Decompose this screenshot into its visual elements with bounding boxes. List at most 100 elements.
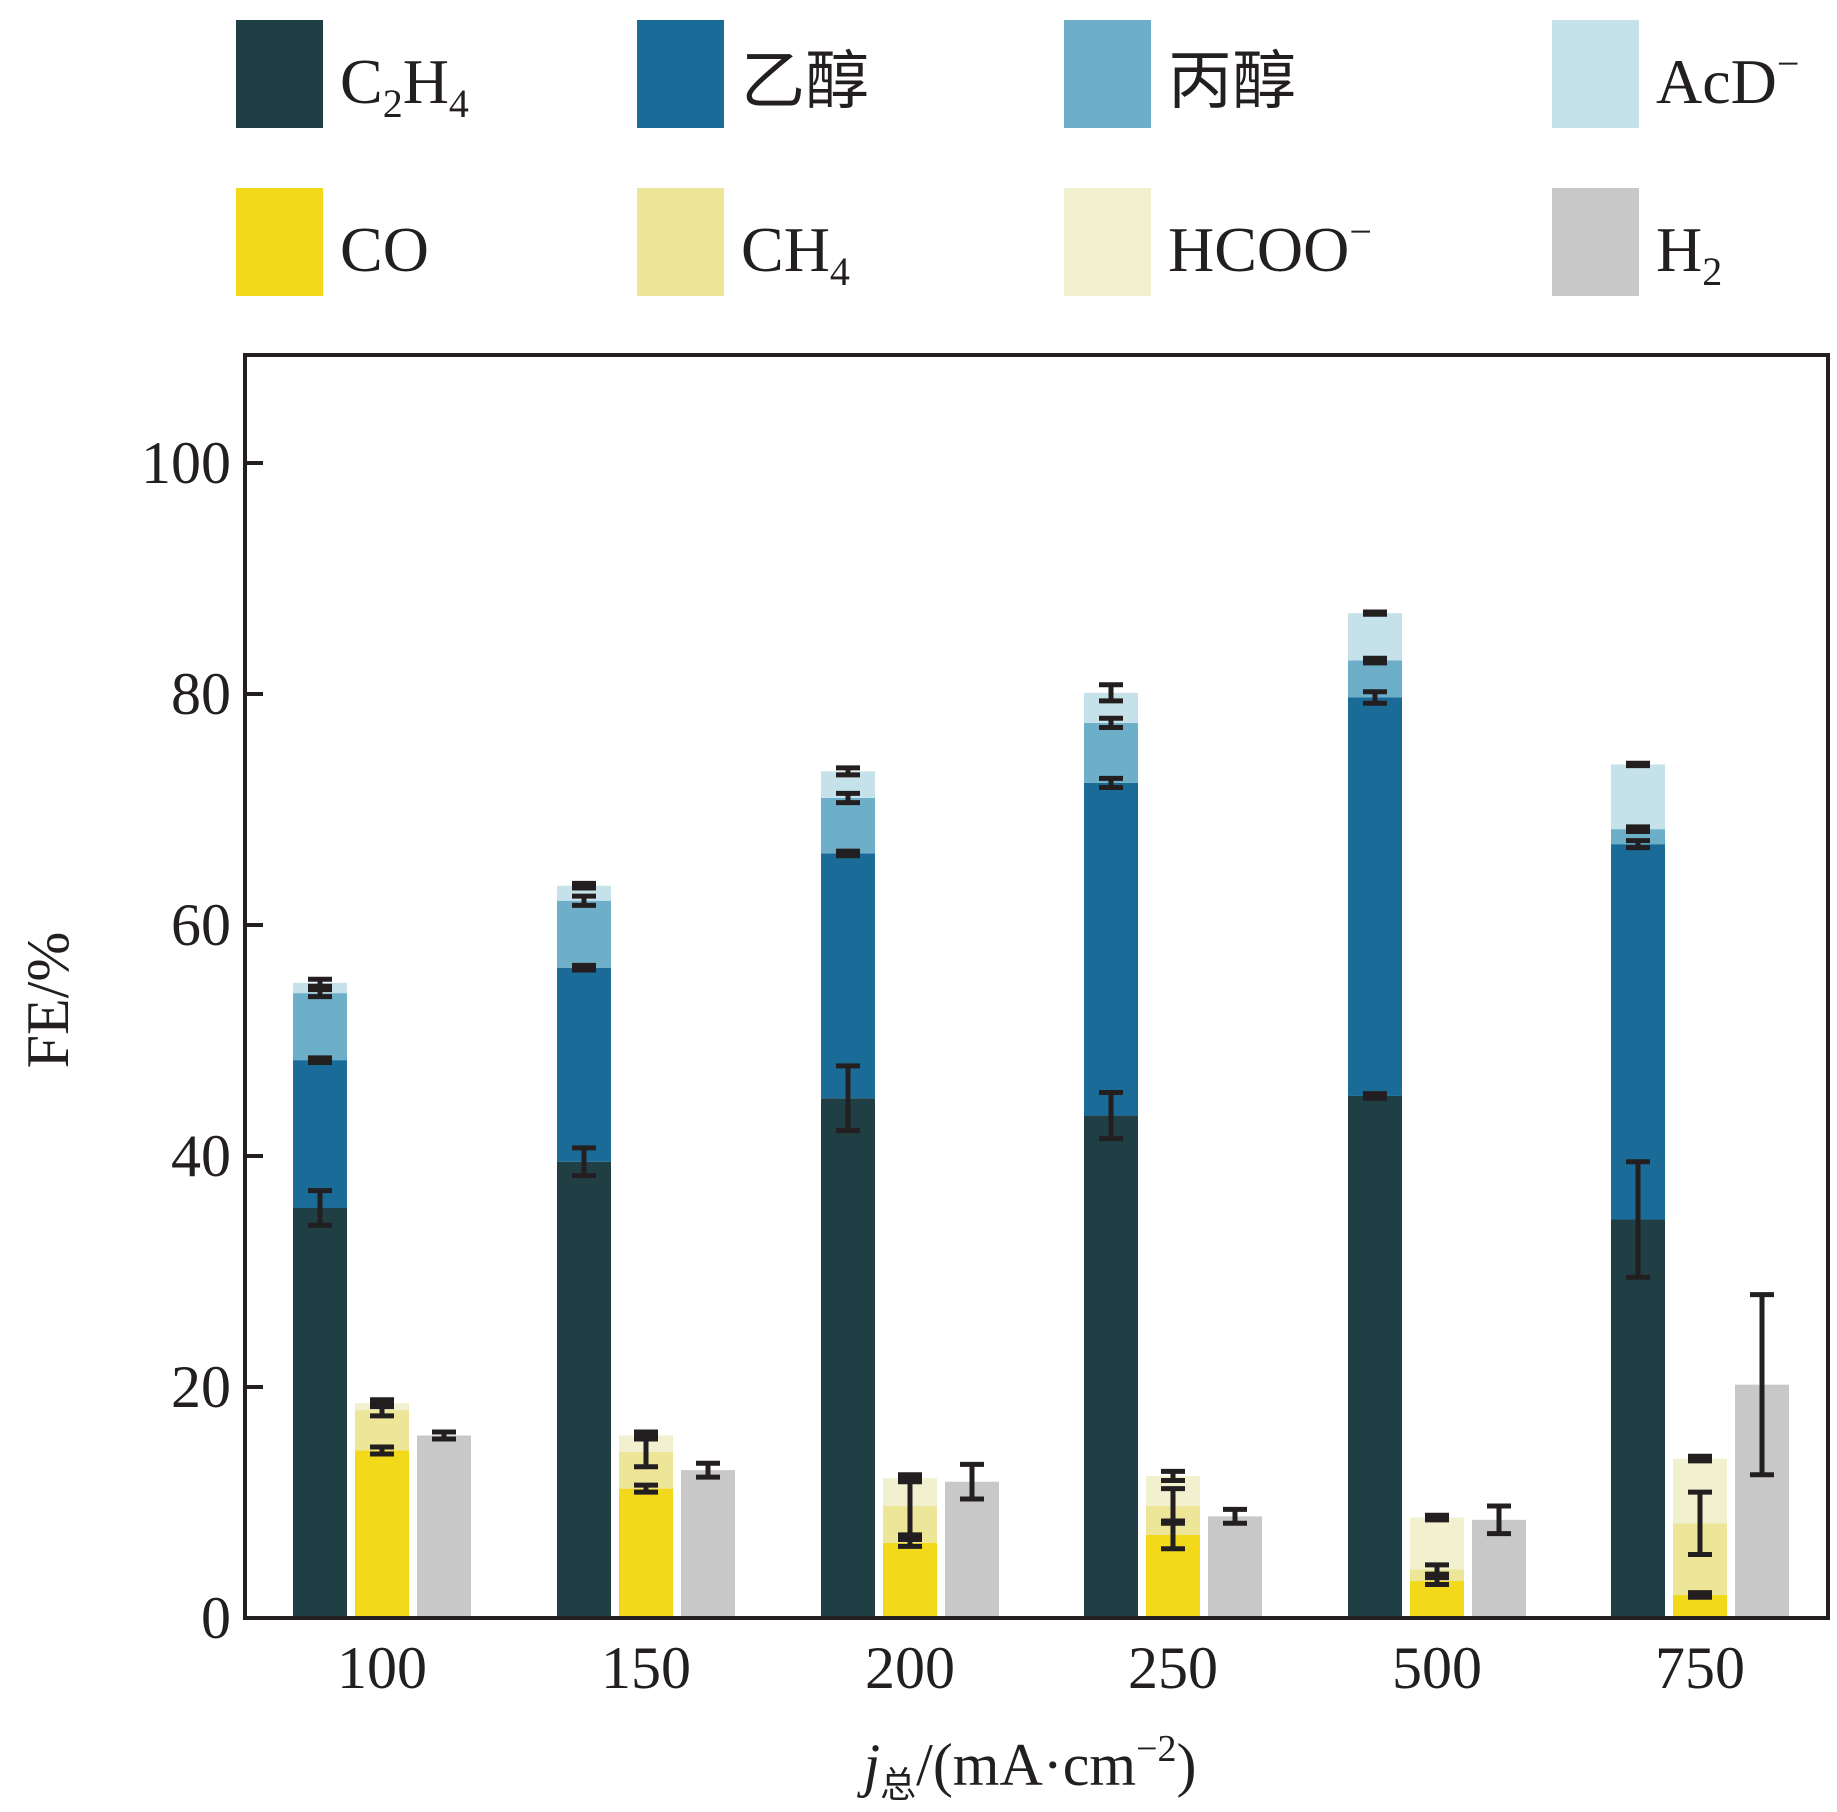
bar-propanol-200: [821, 797, 875, 854]
error-bar-co-200: [898, 1536, 922, 1549]
legend-label-h2: H2: [1656, 214, 1722, 294]
error-bar-hcoo-150: [634, 1429, 658, 1442]
error-bar-acd-100: [308, 976, 332, 989]
y-tick-label-60: 60: [171, 892, 231, 958]
error-bar-c2h4-250: [1099, 1089, 1123, 1142]
bar-co-100: [355, 1450, 409, 1618]
error-bar-co-150: [634, 1482, 658, 1495]
legend-label-ethanol: 乙醇: [741, 46, 869, 117]
legend-swatch-h2: [1552, 188, 1639, 296]
error-bar-co-100: [370, 1444, 394, 1457]
bar-co-200: [883, 1542, 937, 1618]
bar-hcoo-500: [1410, 1517, 1464, 1570]
error-bar-propanol-250: [1099, 715, 1123, 730]
error-bar-hcoo-100: [370, 1397, 394, 1410]
bar-h2-100: [417, 1435, 471, 1618]
legend-swatch-acd: [1552, 20, 1639, 128]
bar-propanol-100: [293, 993, 347, 1061]
y-axis: 0 20 40 60 80 100: [141, 430, 263, 1651]
error-bar-propanol-150: [572, 893, 596, 908]
legend-label-acd: AcD−: [1656, 41, 1799, 117]
error-bar-ethanol-200: [836, 848, 860, 859]
x-tick-label-250: 250: [1128, 1635, 1218, 1701]
bar-ethanol-100: [293, 1060, 347, 1208]
error-bar-c2h4-200: [836, 1063, 860, 1134]
x-tick-label-100: 100: [337, 1635, 427, 1701]
error-bar-hcoo-500: [1425, 1512, 1449, 1523]
bar-ethanol-750: [1611, 844, 1665, 1220]
y-tick-label-80: 80: [171, 661, 231, 727]
error-bar-acd-500: [1363, 609, 1387, 617]
bar-propanol-250: [1084, 722, 1138, 783]
x-axis-title-sub: 总: [880, 1765, 916, 1805]
error-bar-ethanol-750: [1626, 838, 1650, 851]
bar-c2h4-250: [1084, 1115, 1138, 1618]
bar-acd-150: [557, 885, 611, 901]
bar-ethanol-150: [557, 967, 611, 1162]
error-bar-c2h4-750: [1626, 1159, 1650, 1280]
error-bar-h2-100: [432, 1429, 456, 1442]
bar-ethanol-200: [821, 853, 875, 1099]
bar-h2-250: [1208, 1516, 1262, 1618]
legend-label-ch4: CH4: [741, 214, 850, 294]
error-bar-ethanol-150: [572, 962, 596, 973]
legend-swatch-ch4: [637, 188, 724, 296]
error-bar-acd-250: [1099, 682, 1123, 704]
bar-c2h4-200: [821, 1098, 875, 1618]
y-axis-title: FE/%: [15, 932, 81, 1069]
y-tick-label-40: 40: [171, 1123, 231, 1189]
error-bar-acd-750: [1626, 760, 1650, 769]
x-axis-title: j总/(mA·cm−2): [856, 1728, 1196, 1805]
bar-ethanol-250: [1084, 782, 1138, 1116]
bar-acd-500: [1348, 613, 1402, 661]
x-tick-label-200: 200: [865, 1635, 955, 1701]
bar-c2h4-100: [293, 1207, 347, 1618]
bars: [293, 613, 1789, 1618]
error-bar-ethanol-500: [1363, 689, 1387, 706]
error-bar-ethanol-250: [1099, 775, 1123, 791]
x-axis-title-main: j: [856, 1732, 880, 1798]
error-bar-h2-500: [1487, 1503, 1511, 1537]
error-bar-ch4-250: [1161, 1486, 1185, 1526]
legend: C2H4 乙醇 丙醇 AcD− CO CH4 HCOO− H2: [236, 20, 1799, 296]
legend-label-co: CO: [340, 214, 429, 285]
error-bar-propanol-200: [836, 790, 860, 806]
error-bar-co-750: [1688, 1590, 1712, 1600]
error-bar-ethanol-100: [308, 1055, 332, 1065]
error-bar-acd-150: [572, 880, 596, 891]
x-axis-title-suffix: ): [1177, 1732, 1197, 1798]
legend-swatch-hcoo: [1064, 188, 1151, 296]
legend-swatch-co: [236, 188, 323, 296]
legend-label-propanol: 丙醇: [1168, 46, 1296, 117]
error-bar-h2-200: [960, 1461, 984, 1502]
legend-swatch-ethanol: [637, 20, 724, 128]
x-axis-title-unit: /(mA·cm: [916, 1732, 1136, 1798]
bar-c2h4-500: [1348, 1095, 1402, 1618]
error-bar-h2-750: [1750, 1292, 1774, 1478]
error-bar-propanol-750: [1626, 824, 1650, 834]
bar-h2-150: [681, 1470, 735, 1618]
error-bar-co-500: [1425, 1575, 1449, 1588]
x-tick-label-500: 500: [1392, 1635, 1482, 1701]
y-tick-label-100: 100: [141, 430, 231, 496]
legend-label-c2h4: C2H4: [340, 46, 469, 126]
error-bar-c2h4-500: [1363, 1091, 1387, 1101]
x-axis-title-sup: −2: [1136, 1728, 1176, 1770]
error-bar-propanol-100: [308, 987, 332, 1000]
error-bar-c2h4-150: [572, 1145, 596, 1179]
plot-frame: [243, 353, 1830, 1620]
error-bar-propanol-500: [1363, 655, 1387, 666]
bar-c2h4-150: [557, 1161, 611, 1618]
error-bars: [308, 609, 1774, 1600]
bar-co-500: [1410, 1581, 1464, 1618]
legend-label-hcoo: HCOO−: [1168, 209, 1372, 285]
y-tick-label-0: 0: [201, 1585, 231, 1651]
bar-c2h4-750: [1611, 1219, 1665, 1618]
bar-propanol-750: [1611, 829, 1665, 845]
error-bar-h2-250: [1223, 1506, 1247, 1526]
bar-acd-750: [1611, 764, 1665, 830]
bar-ethanol-500: [1348, 697, 1402, 1096]
bar-co-750: [1673, 1594, 1727, 1618]
error-bar-hcoo-250: [1161, 1468, 1185, 1484]
error-bar-hcoo-200: [898, 1472, 922, 1485]
